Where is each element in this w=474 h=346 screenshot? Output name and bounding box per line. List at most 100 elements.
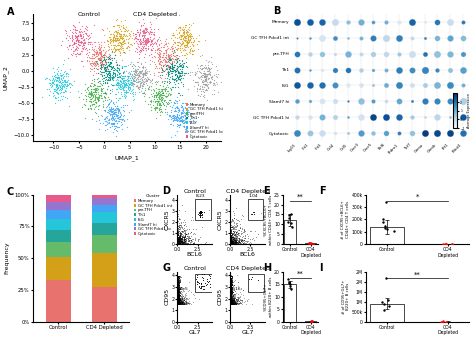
Point: [104, 73, 111, 79]
Point: [104, 119, 111, 125]
Point: [228, 235, 235, 241]
Point: [101, 59, 109, 65]
Point: [173, 58, 181, 64]
Point: [175, 293, 183, 298]
Point: [182, 27, 190, 33]
Point: [186, 47, 194, 53]
Point: [228, 241, 235, 247]
Point: [230, 294, 237, 300]
Point: [159, 83, 167, 88]
Point: [97, 53, 104, 59]
Point: [152, 90, 160, 95]
Point: [175, 117, 182, 122]
Point: [227, 236, 235, 241]
Point: [193, 274, 201, 280]
Point: [232, 296, 240, 302]
Point: [175, 238, 183, 244]
Point: [228, 238, 235, 244]
Point: [227, 237, 235, 243]
Point: [164, 73, 172, 79]
Point: [160, 86, 167, 92]
Point: [101, 69, 109, 74]
Point: [133, 83, 140, 89]
Point: [181, 24, 188, 30]
Point: [139, 90, 147, 95]
Point: [116, 70, 123, 76]
Point: [81, 116, 89, 121]
Point: [78, 45, 85, 51]
Point: [180, 238, 188, 244]
Point: [184, 37, 191, 42]
Point: [157, 96, 164, 101]
Point: [227, 241, 235, 247]
X-axis label: GL7: GL7: [189, 329, 201, 335]
Point: [228, 295, 236, 300]
Point: [228, 240, 236, 246]
Point: [170, 37, 177, 43]
Point: [227, 301, 234, 306]
Point: [227, 288, 235, 294]
Point: [99, 98, 107, 104]
Point: [238, 230, 246, 236]
Point: [228, 298, 235, 304]
Point: [227, 281, 235, 286]
Point: [114, 38, 121, 43]
Point: [232, 238, 240, 244]
Point: [227, 301, 234, 307]
Point: [169, 116, 177, 121]
Point: [82, 87, 89, 93]
Point: [230, 299, 237, 304]
Point: [106, 62, 114, 67]
Point: [181, 119, 189, 125]
Point: [228, 286, 236, 292]
Point: [235, 238, 243, 244]
Point: [164, 70, 172, 75]
Point: [99, 62, 107, 67]
Point: [226, 288, 234, 294]
Point: [175, 234, 183, 240]
Point: [231, 300, 239, 306]
Point: [145, 38, 153, 43]
Point: [56, 85, 64, 90]
Point: [228, 231, 236, 236]
Point: [181, 37, 188, 43]
Point: [174, 233, 182, 238]
Point: [90, 48, 97, 54]
Point: [97, 57, 104, 62]
Point: [174, 301, 182, 306]
Point: [138, 83, 146, 88]
Point: [229, 228, 237, 234]
Point: [181, 236, 188, 242]
Point: [69, 22, 76, 28]
Point: [198, 280, 205, 285]
Point: [227, 300, 234, 306]
Point: [174, 300, 182, 306]
Point: [227, 295, 235, 301]
Point: [116, 35, 124, 40]
Point: [175, 288, 182, 294]
Point: [173, 292, 181, 298]
Point: [175, 234, 183, 239]
Point: [205, 278, 212, 284]
Point: [174, 240, 182, 245]
Point: [243, 238, 250, 243]
Point: [438, 319, 446, 325]
Point: [308, 319, 315, 324]
Point: [174, 292, 182, 297]
Point: [183, 38, 191, 43]
Point: [230, 240, 237, 246]
Point: [185, 289, 192, 294]
Point: [175, 292, 182, 298]
Point: [177, 241, 184, 246]
Point: [118, 104, 125, 110]
Point: [201, 70, 209, 75]
Point: [170, 39, 177, 45]
Point: [227, 239, 234, 245]
Point: [80, 40, 88, 46]
Point: [227, 240, 234, 246]
Point: [232, 238, 240, 244]
Point: [229, 239, 237, 245]
Point: [174, 301, 182, 307]
Point: [73, 38, 80, 44]
Point: [179, 298, 186, 303]
